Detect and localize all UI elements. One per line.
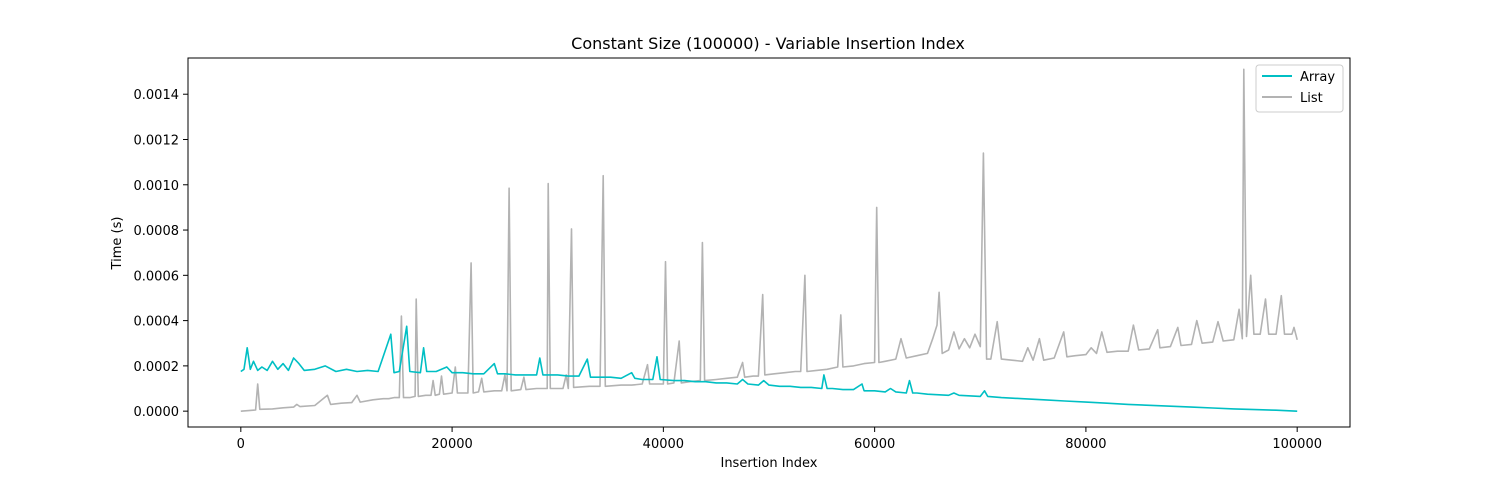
x-tick-label: 80000 (1065, 437, 1106, 452)
y-tick-label: 0.0012 (134, 133, 180, 148)
y-tick-label: 0.0004 (134, 315, 180, 330)
x-axis-ticks: 0 20000 40000 60000 80000 100000 (237, 427, 1322, 452)
y-tick-label: 0.0000 (134, 405, 180, 420)
series-line-array (240, 325, 1298, 412)
legend-label-list: List (1300, 91, 1323, 106)
x-tick-label: 0 (237, 437, 245, 452)
plot-area (187, 57, 1351, 428)
legend-label-array: Array (1300, 70, 1335, 85)
x-tick-label: 60000 (854, 437, 895, 452)
y-tick-label: 0.0006 (134, 269, 180, 284)
y-axis-ticks: 0.0000 0.0002 0.0004 0.0006 0.0008 0.0010 0.00… (134, 88, 188, 420)
y-axis-label: Time (s) (110, 217, 125, 271)
legend: Array List (1255, 64, 1344, 113)
plot-frame (187, 57, 1351, 428)
y-tick-label: 0.0010 (134, 179, 180, 194)
y-tick-label: 0.0002 (134, 360, 180, 375)
y-tick-label: 0.0014 (134, 88, 180, 103)
x-tick-label: 20000 (431, 437, 472, 452)
series-line-list (240, 68, 1298, 412)
x-tick-label: 100000 (1272, 437, 1322, 452)
chart-title: Constant Size (100000) - Variable Insert… (571, 34, 965, 53)
y-tick-label: 0.0008 (134, 224, 180, 239)
series-layer (240, 68, 1298, 412)
x-tick-label: 40000 (643, 437, 684, 452)
x-axis-label: Insertion Index (720, 456, 817, 471)
